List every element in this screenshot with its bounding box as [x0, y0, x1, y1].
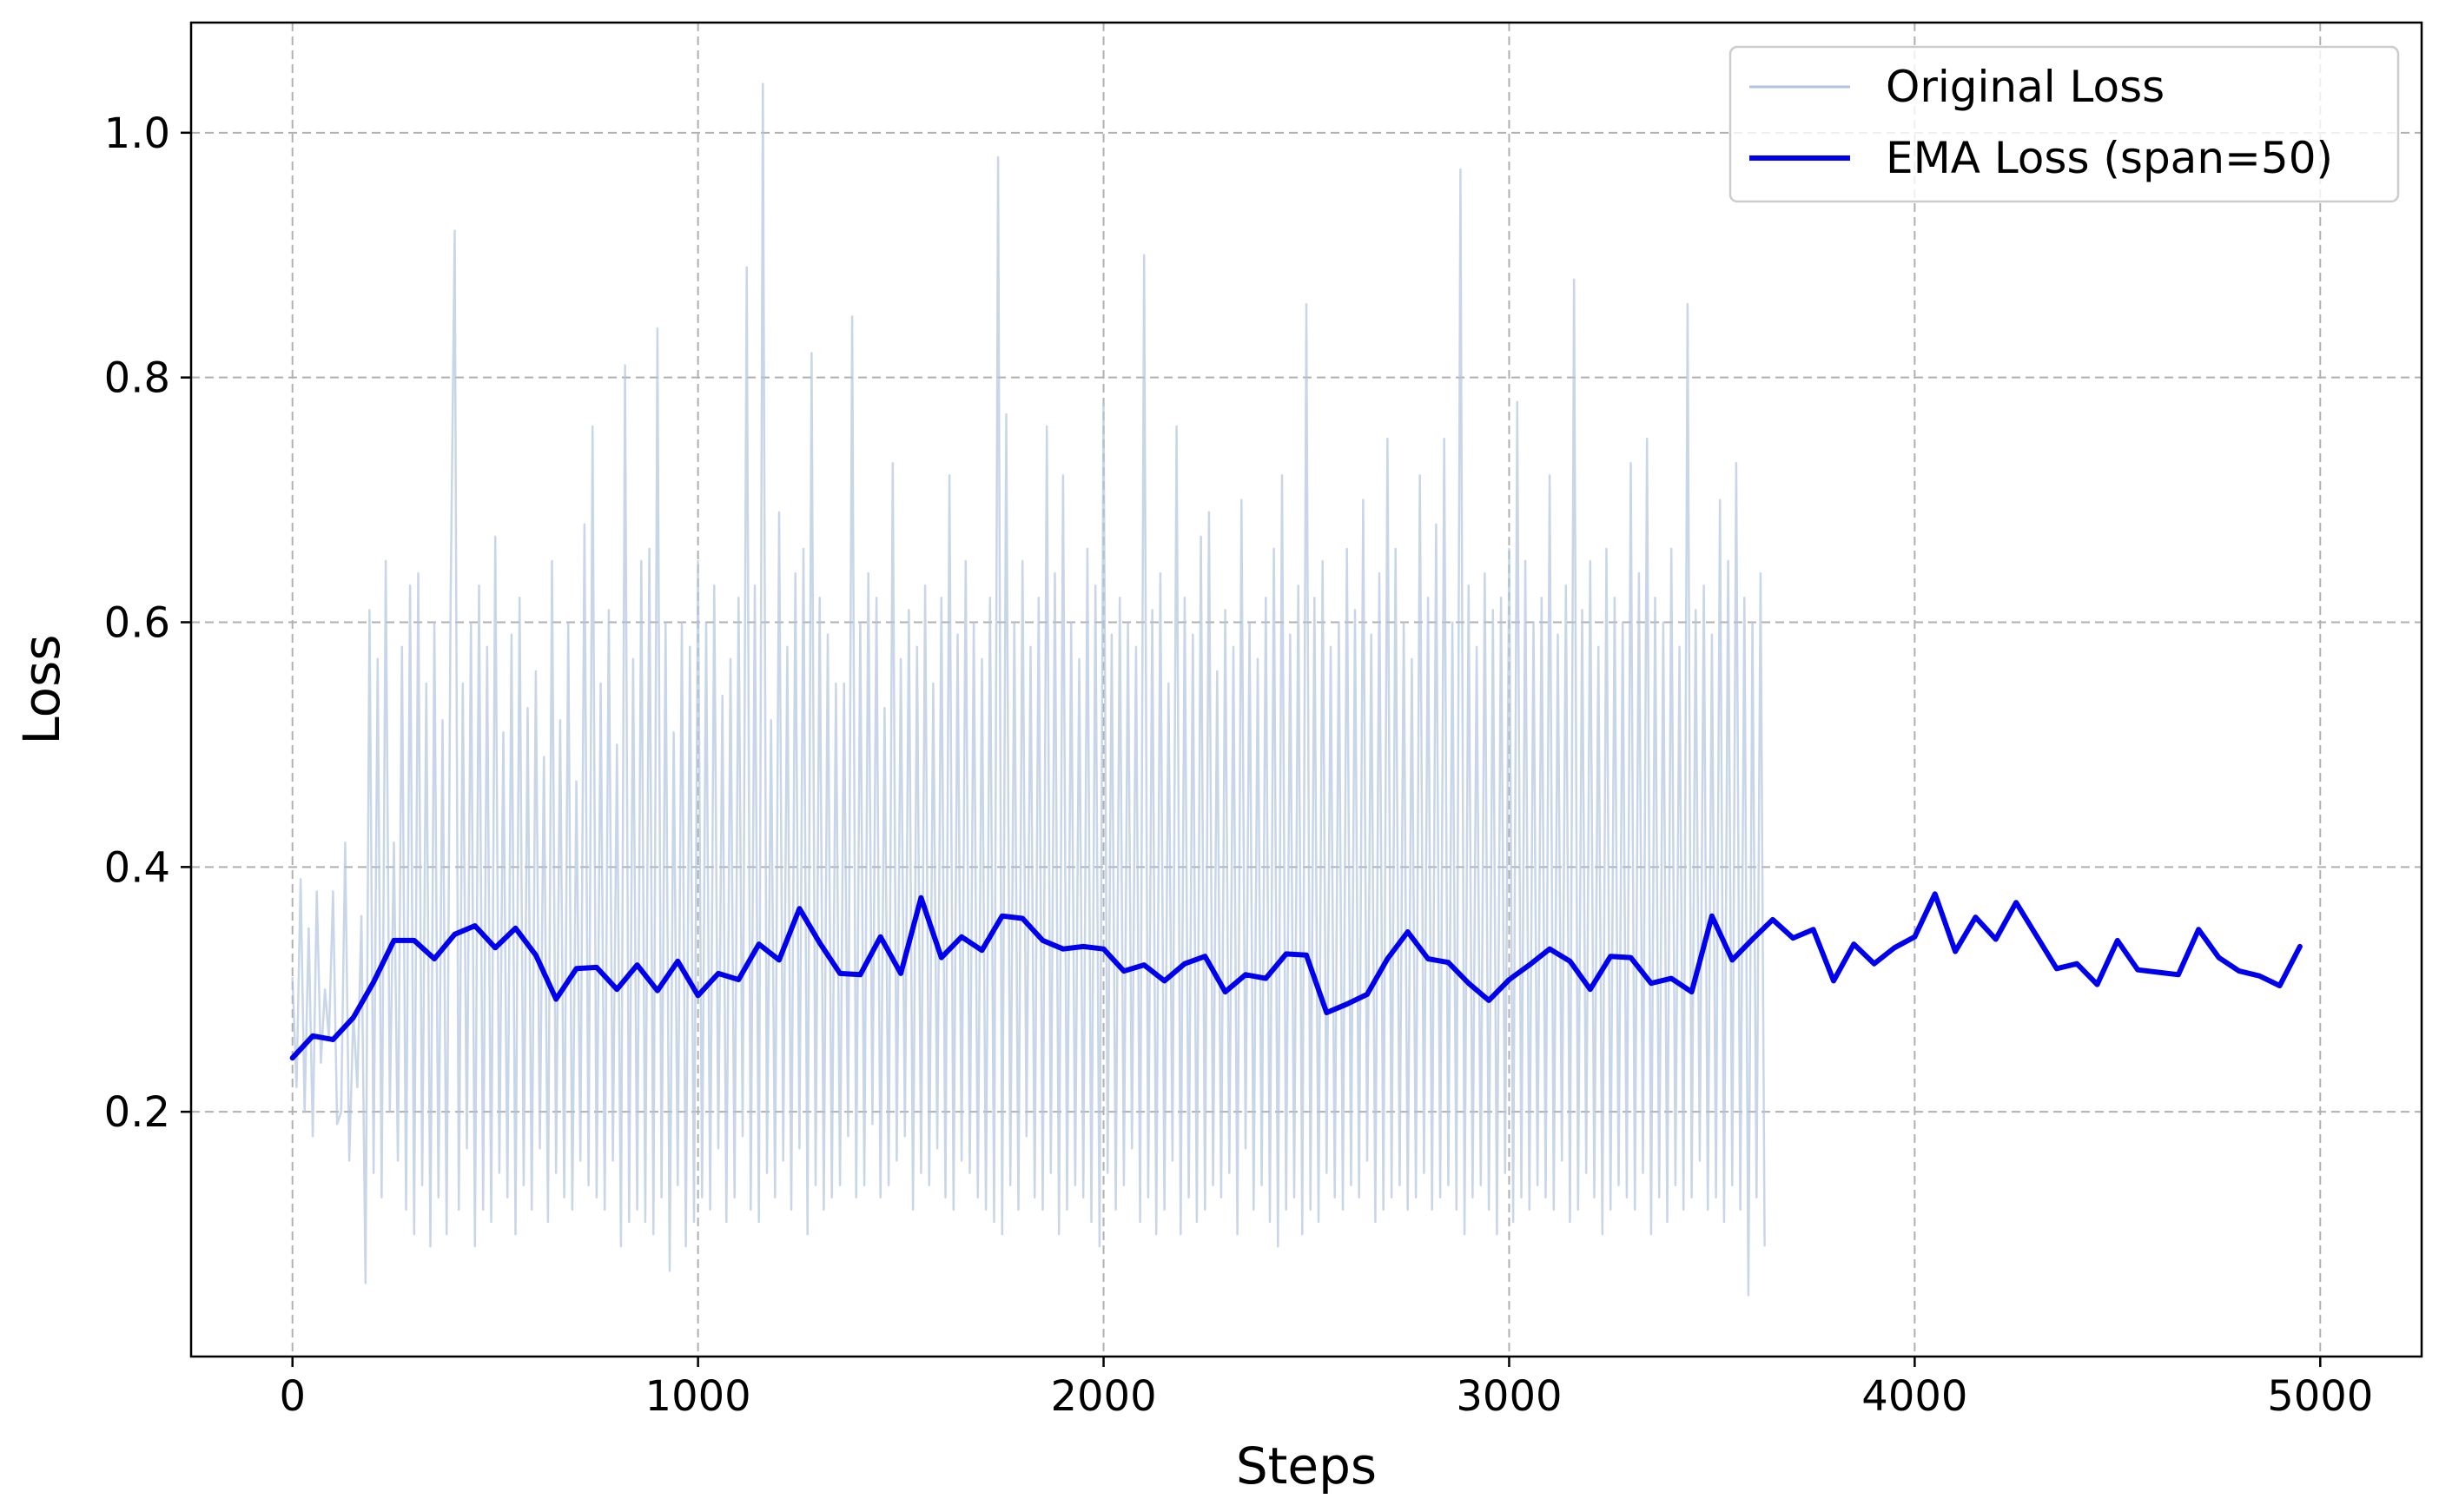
x-axis-label: Steps — [1236, 1436, 1377, 1495]
y-axis-label: Loss — [12, 634, 71, 744]
grid-lines — [191, 23, 2422, 1357]
y-tick-label: 0.8 — [104, 354, 170, 403]
series-layer — [289, 83, 2303, 1297]
x-tick-label: 5000 — [2267, 1372, 2373, 1421]
series-line-original-loss — [291, 83, 1766, 1297]
x-tick-label: 3000 — [1456, 1372, 1562, 1421]
legend-box — [1728, 45, 2400, 203]
x-tick-label: 4000 — [1861, 1372, 1967, 1421]
y-tick-label: 0.6 — [104, 598, 170, 647]
y-tick-label: 0.2 — [104, 1088, 170, 1137]
y-axis-ticks: 0.2 0.4 0.6 0.8 1.0 — [104, 109, 191, 1137]
x-tick-label: 2000 — [1050, 1372, 1156, 1421]
legend-label-ema: EMA Loss (span=50) — [1886, 133, 2333, 183]
y-tick-label: 1.0 — [104, 109, 170, 158]
plot-frame — [189, 21, 2423, 1358]
legend: Original Loss EMA Loss (span=50) — [1728, 45, 2400, 203]
x-tick-label: 1000 — [645, 1372, 751, 1421]
x-axis-ticks: 0 1000 2000 3000 4000 5000 — [279, 1357, 2373, 1421]
legend-label-original: Original Loss — [1886, 62, 2165, 112]
y-tick-label: 0.4 — [104, 843, 170, 892]
series-line-ema-loss — [289, 891, 2303, 1061]
x-tick-label: 0 — [279, 1372, 306, 1421]
